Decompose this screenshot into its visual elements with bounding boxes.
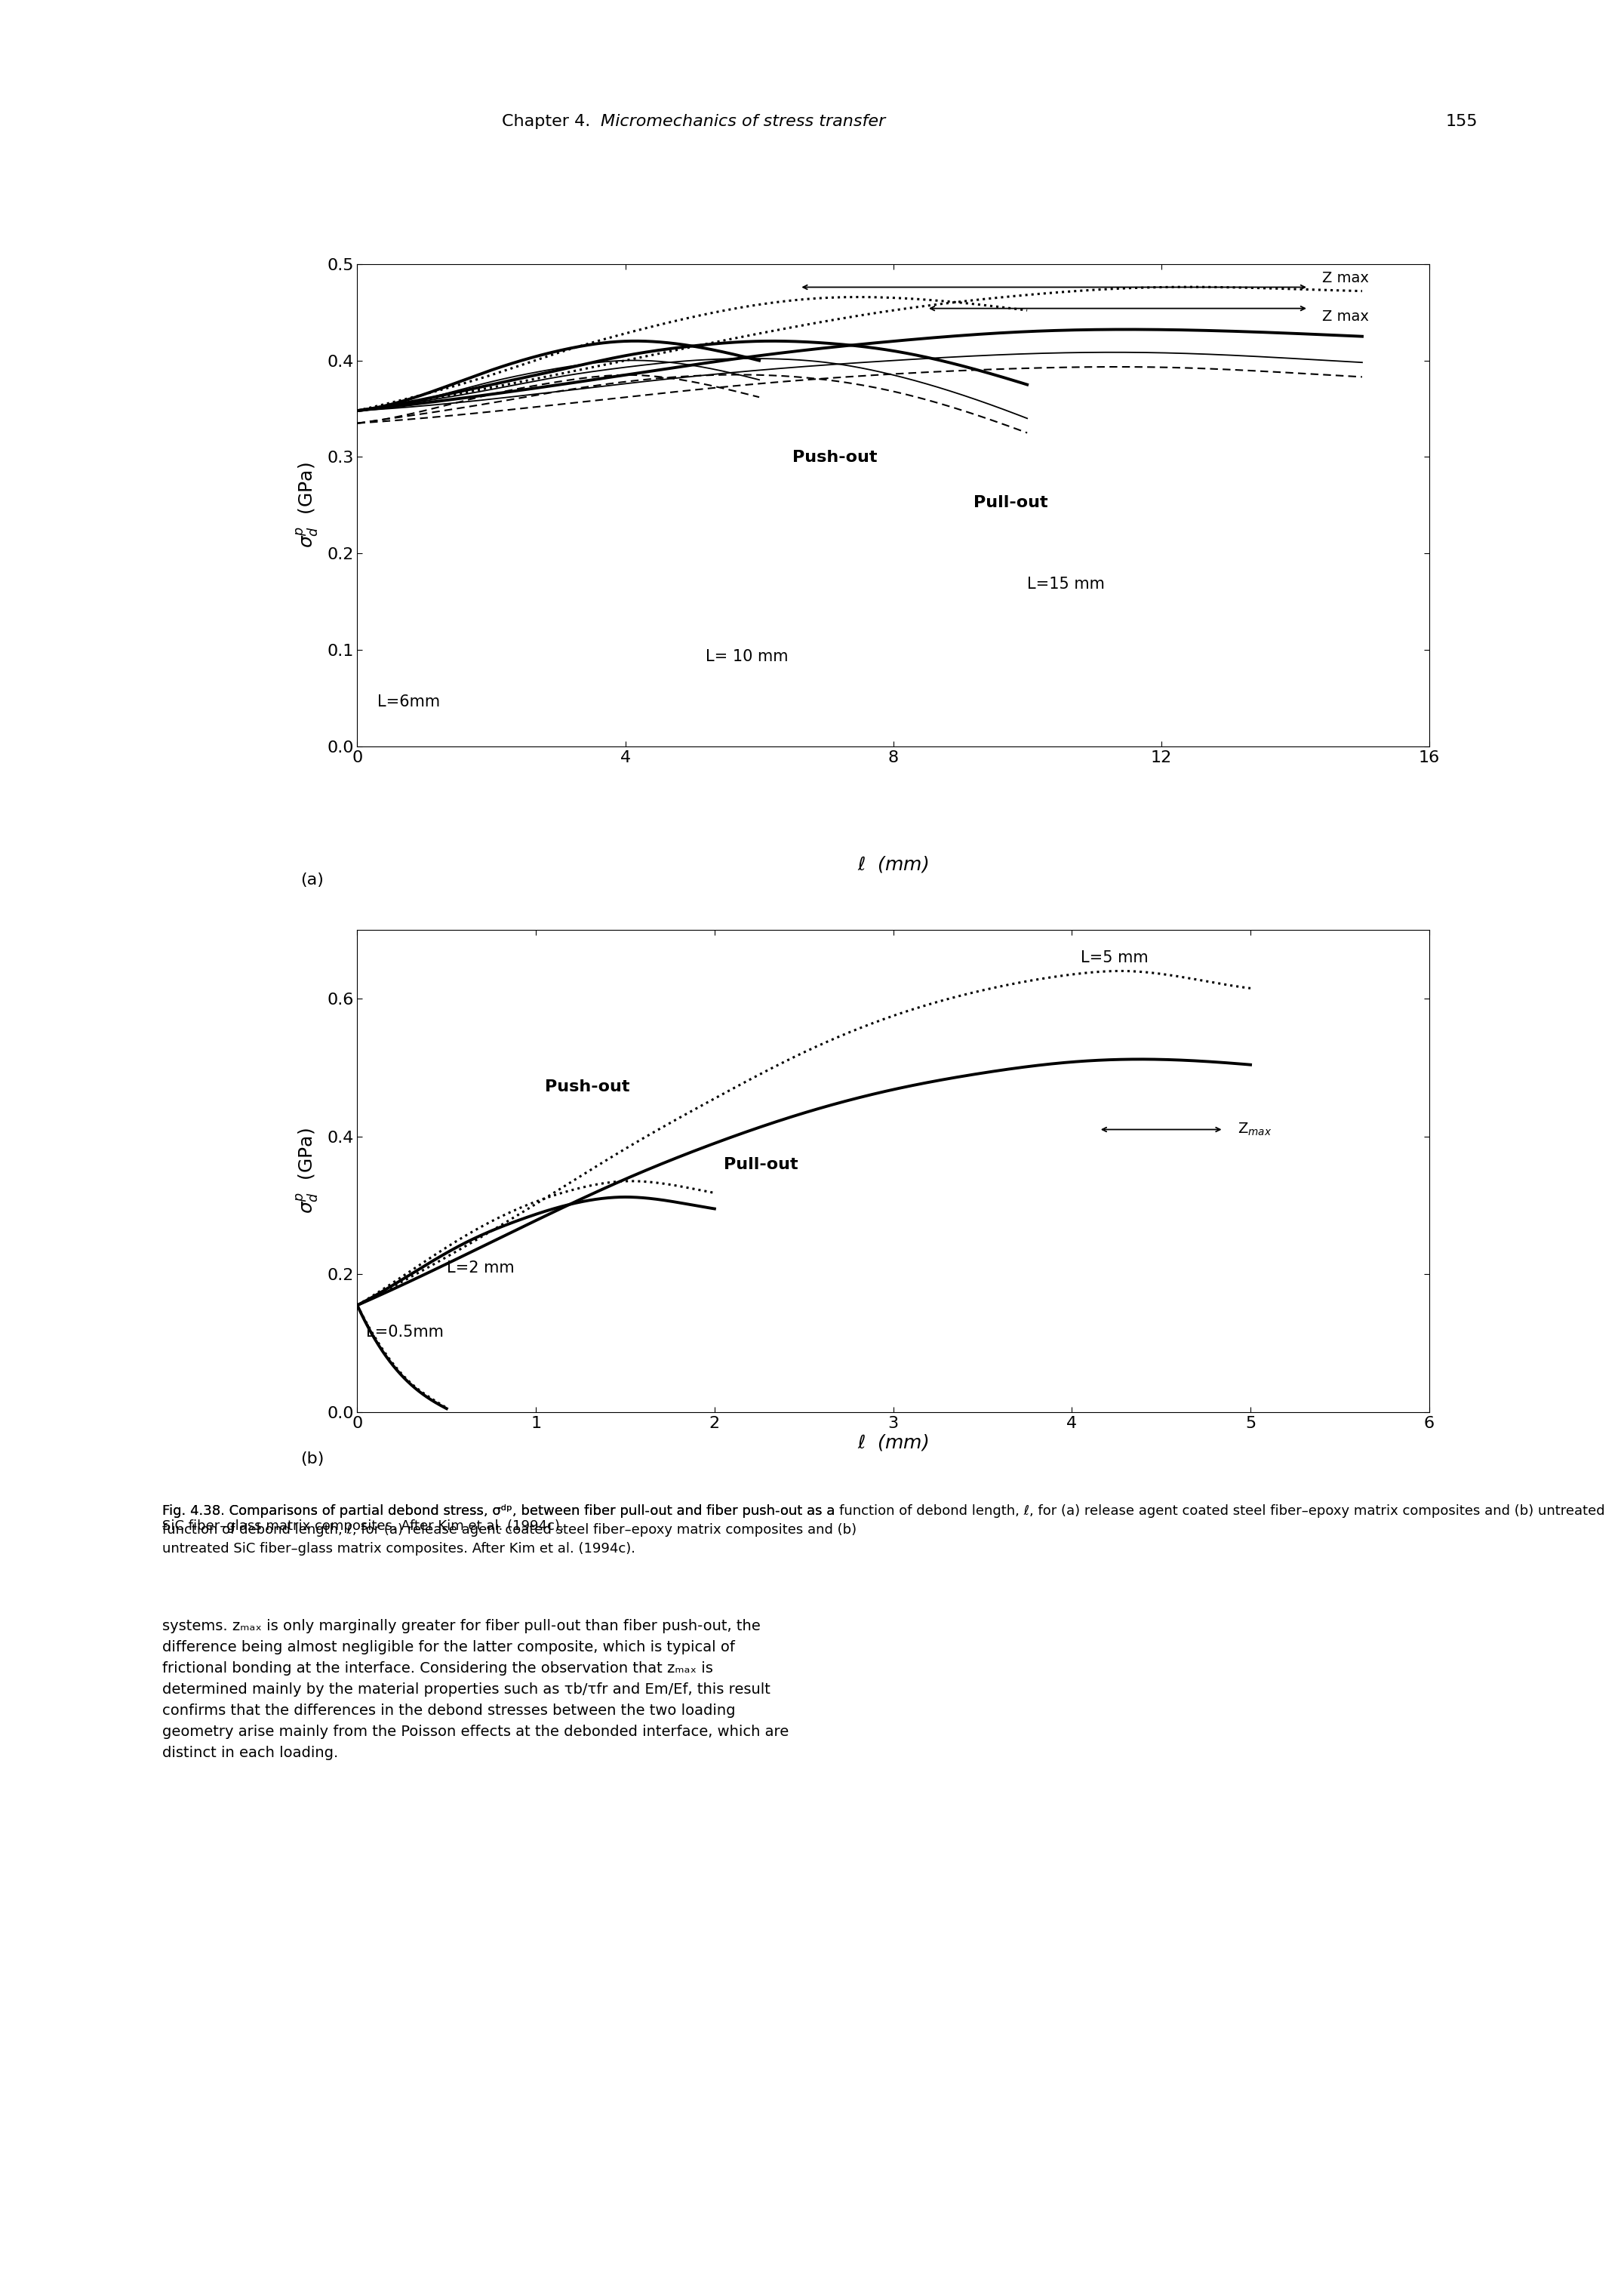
Text: Pull-out: Pull-out [723,1157,797,1173]
Text: L=15 mm: L=15 mm [1026,576,1104,592]
Text: L=5 mm: L=5 mm [1082,951,1148,967]
Text: Micromechanics of stress transfer: Micromechanics of stress transfer [601,115,885,129]
Y-axis label: $\sigma_d^p$  (GPa): $\sigma_d^p$ (GPa) [296,1127,320,1215]
Text: Pull-out: Pull-out [973,496,1047,510]
Text: Fig. 4.38. Comparisons of partial debond stress, σᵈᵖ, between fiber pull-out and: Fig. 4.38. Comparisons of partial debond… [162,1504,1605,1534]
Text: Z max: Z max [1322,310,1369,324]
Text: Push-out: Push-out [544,1079,630,1095]
Text: (b): (b) [300,1451,325,1467]
Text: L=6mm: L=6mm [377,696,440,709]
Text: L= 10 mm: L= 10 mm [705,650,788,664]
Text: L=2 mm: L=2 mm [447,1261,515,1277]
Y-axis label: $\sigma_d^p$  (GPa): $\sigma_d^p$ (GPa) [296,461,320,549]
Text: Fig. 4.38. Comparisons of partial debond stress, σᵈᵖ, between fiber pull-out and: Fig. 4.38. Comparisons of partial debond… [162,1504,857,1554]
Text: (a): (a) [300,872,323,889]
Text: Chapter 4.: Chapter 4. [502,115,601,129]
Text: 155: 155 [1445,115,1478,129]
Text: Z max: Z max [1322,271,1369,285]
Text: systems. zₘₐₓ is only marginally greater for fiber pull-out than fiber push-out,: systems. zₘₐₓ is only marginally greater… [162,1619,789,1759]
Text: $\ell$  (mm): $\ell$ (mm) [857,854,929,875]
Text: Z$_{max}$: Z$_{max}$ [1237,1120,1272,1137]
Text: L=0.5mm: L=0.5mm [367,1325,443,1339]
Text: $\ell$  (mm): $\ell$ (mm) [857,1433,929,1453]
Text: Push-out: Push-out [793,450,877,464]
